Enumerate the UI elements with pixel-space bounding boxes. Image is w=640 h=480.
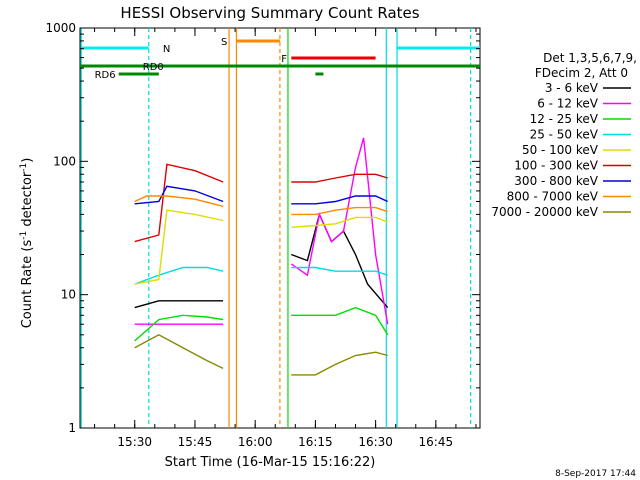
series-5-seg-1: [291, 173, 388, 183]
legend-header-1: Det 1,3,5,6,7,9,: [543, 51, 637, 65]
flag-bars: N S F RD0 RD6: [80, 37, 480, 81]
x-tick-label-1: 15:45: [178, 435, 213, 449]
series-2-seg-0: [134, 314, 224, 342]
series-7-seg-0: [134, 195, 224, 207]
legend-header-2: FDecim 2, Att 0: [535, 66, 628, 80]
y-tick-label-3: 1000: [45, 21, 76, 35]
series-8-seg-1: [291, 351, 388, 376]
series-2-seg-1: [291, 306, 389, 336]
footer-date: 8-Sep-2017 17:44: [555, 469, 636, 479]
legend-label-1: 6 - 12 keV: [537, 97, 599, 111]
series-3-seg-1: [291, 266, 388, 276]
series-4-seg-1: [291, 216, 388, 228]
series-6-seg-0: [134, 185, 224, 205]
flag-label-rd0: RD0: [143, 62, 164, 73]
legend: Det 1,3,5,6,7,9, FDecim 2, Att 0 3 - 6 k…: [491, 51, 637, 219]
legend-label-3: 25 - 50 keV: [530, 128, 599, 142]
series-7-seg-1: [291, 206, 388, 216]
x-axis-label: Start Time (16-Mar-15 15:16:22): [165, 455, 376, 470]
legend-label-8: 7000 - 20000 keV: [491, 205, 598, 219]
flag-label-f: F: [281, 54, 287, 65]
chart-title: HESSI Observing Summary Count Rates: [120, 4, 419, 22]
legend-label-4: 50 - 100 keV: [522, 143, 599, 157]
legend-label-0: 3 - 6 keV: [545, 81, 599, 95]
legend-label-7: 800 - 7000 keV: [507, 190, 599, 204]
axes: 1 10 100 1000 15:30 15:45 16:00 16:15 16:30 16:45: [45, 21, 480, 449]
legend-label-6: 300 - 800 keV: [514, 174, 598, 188]
series-8-seg-0: [134, 334, 224, 370]
series-5-seg-0: [134, 163, 224, 243]
x-tick-label-5: 16:45: [419, 435, 454, 449]
y-tick-label-2: 100: [53, 154, 76, 168]
series-1-seg-1: [290, 137, 389, 325]
x-tick-label-4: 16:30: [358, 435, 393, 449]
y-axis-label: Count Rate (s-1 detector-1): [19, 158, 35, 329]
flag-label-rd6: RD6: [95, 70, 116, 81]
legend-label-5: 100 - 300 keV: [514, 159, 598, 173]
flag-label-s: S: [221, 37, 227, 48]
x-tick-label-0: 15:30: [117, 435, 152, 449]
legend-label-2: 12 - 25 keV: [530, 112, 599, 126]
series-3-seg-0: [134, 266, 224, 285]
series-4-seg-0: [134, 209, 224, 285]
y-tick-label-1: 10: [61, 288, 76, 302]
vertical-markers: [80, 28, 472, 428]
series-layer: [134, 137, 389, 376]
series-0-seg-0: [134, 300, 224, 309]
x-tick-label-2: 16:00: [238, 435, 273, 449]
y-tick-label-0: 1: [68, 421, 76, 435]
series-6-seg-1: [291, 195, 388, 205]
x-tick-label-3: 16:15: [298, 435, 333, 449]
flag-label-n: N: [163, 44, 170, 55]
